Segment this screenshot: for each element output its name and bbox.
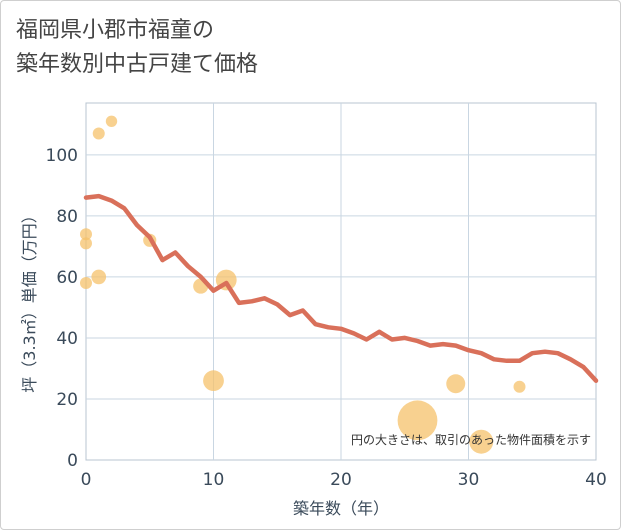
bubble-3	[92, 127, 105, 140]
bubble-size-note: 円の大きさは、取引のあった物件面積を示す	[351, 432, 591, 447]
grid-lines	[86, 103, 596, 460]
y-tick-label-80: 80	[56, 207, 78, 227]
bubble-13	[513, 380, 526, 393]
y-axis-label: 坪（3.3㎡）単価（万円）	[20, 207, 39, 392]
trend-line	[83, 193, 599, 383]
y-tick-label-0: 0	[67, 451, 78, 471]
bubble-2	[80, 277, 92, 290]
x-tick-label-0: 0	[81, 470, 92, 490]
chart-title-line-2: 築年数別中古戸建て価格	[16, 52, 259, 77]
chart-title-line-1: 福岡県小郡市福童の	[16, 18, 215, 43]
bubble-4	[105, 115, 118, 127]
chart-title: 福岡県小郡市福童の 築年数別中古戸建て価格	[16, 14, 258, 82]
bubble-9	[203, 370, 224, 392]
axis-ticks: 0 10 20 30 40 0 20 40 60 80 100	[46, 146, 607, 490]
bubble-11	[446, 374, 466, 394]
bubble-series	[80, 115, 526, 454]
y-tick-label-20: 20	[56, 390, 78, 410]
y-tick-label-100: 100	[46, 146, 78, 166]
x-tick-label-10: 10	[203, 470, 225, 490]
bubble-1	[80, 237, 92, 250]
bubble-5	[91, 269, 107, 285]
x-axis-label: 築年数（年）	[293, 499, 389, 518]
bubble-10	[397, 400, 438, 441]
bubble-12	[469, 429, 494, 454]
x-tick-label-30: 30	[458, 470, 480, 490]
bubble-0	[80, 228, 92, 241]
y-tick-label-40: 40	[56, 329, 78, 349]
x-tick-label-20: 20	[330, 470, 352, 490]
x-tick-label-40: 40	[585, 470, 607, 490]
y-tick-label-60: 60	[56, 268, 78, 288]
